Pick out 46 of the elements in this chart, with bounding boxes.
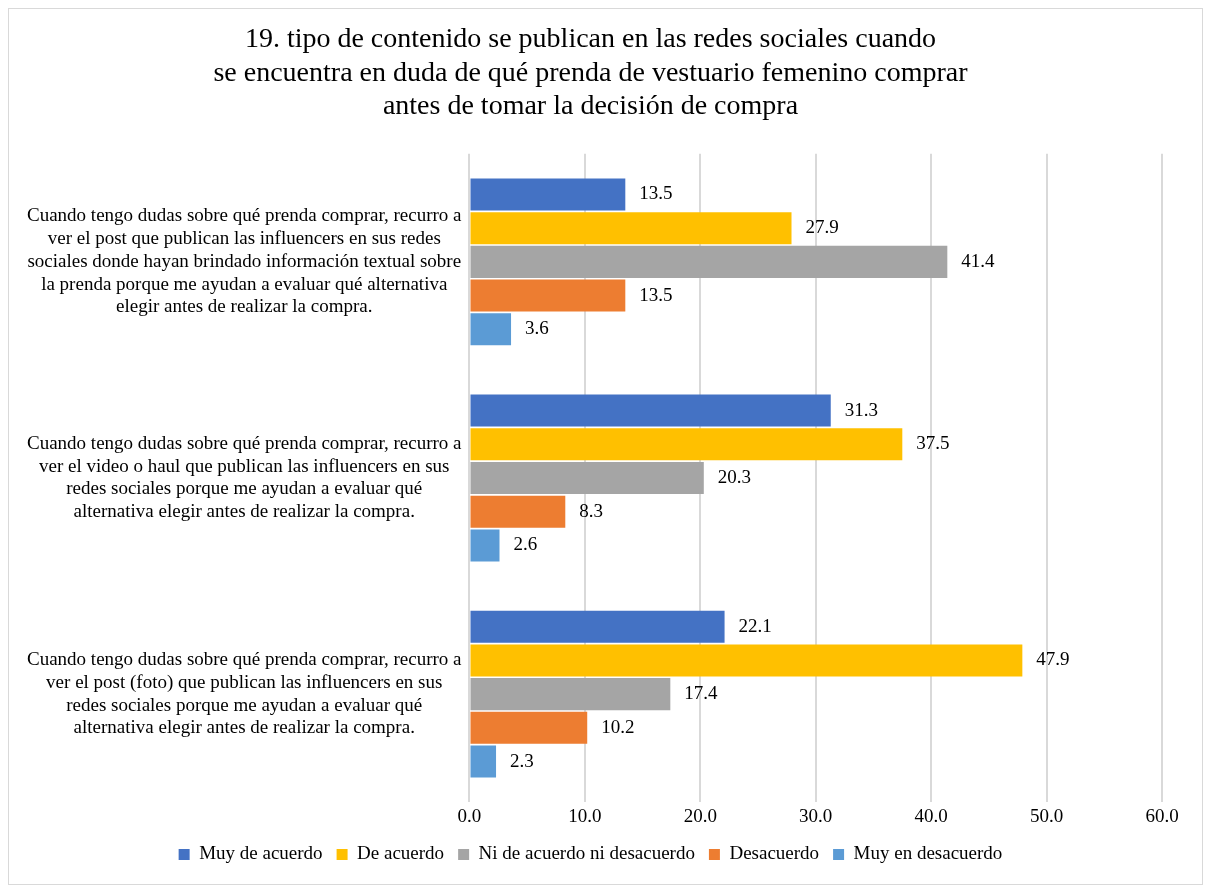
data-label: 2.3: [510, 749, 534, 771]
bar: [470, 711, 588, 744]
x-tick-label: 60.0: [1145, 804, 1179, 826]
y-tick-label: Cuando tengo dudas sobre qué prenda comprar, recurro a ver el video o haul que publican las influencers en sus redes sociales porque me ayudan a evaluar qué alternativa elegir antes de realizar la compra.: [27, 431, 463, 522]
x-tick-label: 30.0: [799, 804, 833, 826]
data-label: 31.3: [844, 398, 878, 420]
x-tick-label: 20.0: [683, 804, 717, 826]
data-label: 47.9: [1036, 648, 1070, 670]
x-tick-label: 10.0: [568, 804, 602, 826]
bar: [470, 428, 903, 461]
y-tick-label: Cuando tengo dudas sobre qué prenda comprar, recurro a ver el post que publican las influencers en sus redes sociales donde hayan brindado información textual sobre la prenda porque me ayudan a evaluar qué alternativa elegir antes de realizar la compra.: [27, 204, 463, 317]
data-label: 20.3: [717, 465, 752, 487]
bar: [470, 178, 626, 211]
x-tick-label: 50.0: [1029, 804, 1064, 826]
data-label: 3.6: [525, 317, 549, 339]
bar: [470, 495, 566, 528]
bar: [470, 279, 626, 312]
bar: [470, 529, 500, 562]
bar: [470, 212, 792, 245]
legend-label: Muy de acuerdo: [199, 842, 323, 864]
legend-label: Muy en desacuerdo: [853, 842, 1003, 864]
chart-title: 19. tipo de contenido se publican en las redes sociales cuando se encuentra en duda de qué prenda de vestuario femenino comprar antes de tomar la decisión de compra: [213, 22, 969, 121]
data-label: 17.4: [684, 682, 719, 704]
data-label: 41.4: [961, 249, 996, 271]
data-label: 8.3: [579, 499, 604, 521]
bar: [470, 461, 704, 495]
legend-label: De acuerdo: [357, 842, 445, 864]
x-tick-label: 0.0: [457, 804, 482, 826]
bar: [470, 610, 725, 643]
legend-label: Desacuerdo: [729, 842, 820, 864]
bar: [470, 745, 497, 778]
data-label: 13.5: [639, 182, 673, 204]
bar: [470, 644, 1023, 677]
bar: [470, 245, 948, 278]
data-label: 37.5: [916, 432, 950, 454]
data-label: 27.9: [805, 216, 839, 238]
data-label: 13.5: [639, 283, 673, 305]
bar: [470, 313, 512, 346]
bar: [470, 678, 671, 711]
data-label: 22.1: [738, 614, 772, 636]
legend-label: Ni de acuerdo ni desacuerdo: [478, 842, 695, 864]
x-tick-label: 40.0: [914, 804, 948, 826]
data-label: 10.2: [601, 715, 635, 737]
y-tick-label: Cuando tengo dudas sobre qué prenda comprar, recurro a ver el post (foto) que publican las influencers en sus redes sociales porque me ayudan a evaluar qué alternativa elegir antes de realizar la compra.: [27, 647, 463, 738]
bar: [470, 394, 831, 427]
data-label: 2.6: [513, 533, 538, 555]
